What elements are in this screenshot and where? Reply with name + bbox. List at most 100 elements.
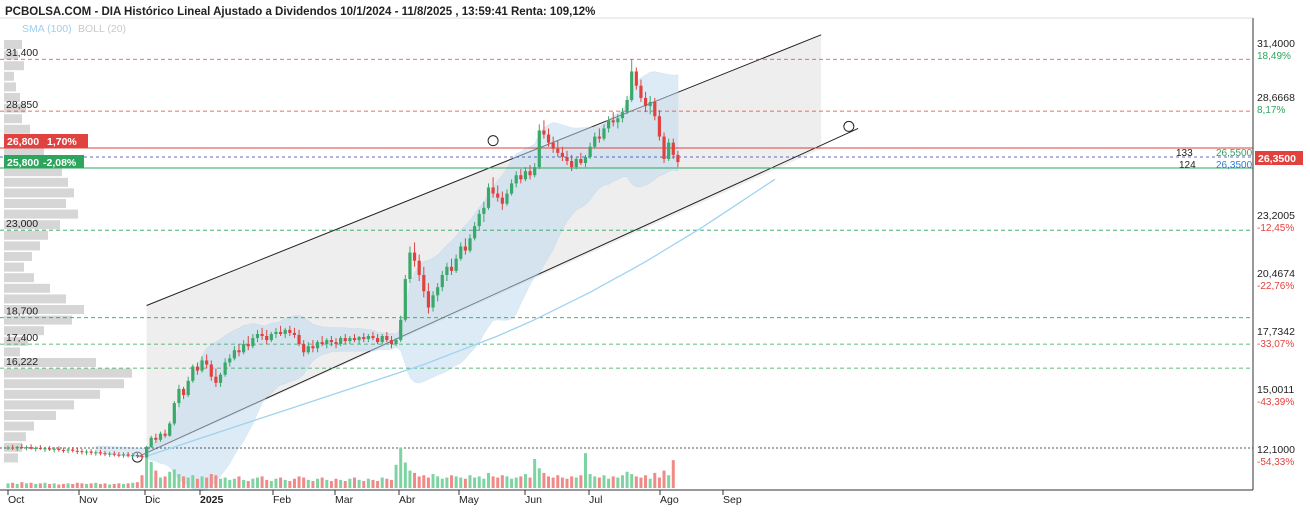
candle-body [560, 152, 564, 157]
vap-bar [4, 400, 74, 410]
right-axis-pct: 18,49% [1257, 51, 1291, 62]
vap-bar [4, 368, 132, 378]
volume-bar [616, 477, 620, 488]
candle-body [283, 329, 287, 334]
volume-bar [357, 479, 361, 488]
candle-body [565, 156, 569, 161]
candle-body [186, 380, 190, 396]
candle-body [607, 120, 611, 129]
x-tick-label: 2025 [200, 494, 224, 506]
volume-bar [588, 474, 592, 488]
last-price-value: 26,3500 [1258, 153, 1296, 165]
candle-body [357, 337, 361, 341]
candle-body [278, 331, 283, 334]
vap-bar [4, 411, 56, 420]
level-label: 23,000 [6, 218, 38, 230]
volume-bar [602, 475, 606, 488]
volume-bar [482, 478, 486, 488]
channel-anchor [843, 120, 855, 132]
volume-bar [426, 477, 430, 488]
volume-bar [505, 476, 509, 488]
candle-body [145, 446, 149, 458]
price-levels: 31,400 28,850 23,000 18,700 17,400 16,222 [0, 47, 1253, 449]
right-axis-label: 31,4000 [1257, 38, 1295, 50]
volume-bar [71, 483, 75, 488]
volume-bar [353, 477, 356, 488]
resistance-tag-pct: 1,70% [47, 136, 77, 148]
candle-body [436, 287, 440, 296]
sma-100-line [146, 178, 776, 457]
candle-body [583, 156, 588, 164]
right-axis-pct: 8,17% [1257, 105, 1285, 116]
volume-bar [34, 483, 38, 488]
candle-body [251, 338, 255, 347]
legend-boll[interactable]: BOLL (20) [78, 23, 126, 35]
candle-body [47, 448, 52, 450]
volume-bar [662, 470, 666, 488]
volume-bar [149, 461, 153, 488]
x-tick-label: Feb [273, 494, 291, 506]
legend-sma[interactable]: SMA (100) [22, 23, 72, 35]
candle-body [653, 101, 657, 117]
volume-bar [57, 484, 61, 488]
volume-bar [445, 477, 449, 488]
volume-bar [288, 481, 292, 488]
candle-body [311, 346, 315, 349]
volume-bar [394, 464, 398, 488]
candle-body [154, 437, 158, 440]
volume-bar [85, 483, 89, 488]
volume-bar [154, 470, 158, 488]
vap-bar [4, 61, 24, 71]
right-axis-pct: -22,76% [1257, 281, 1294, 292]
volume-bar [403, 462, 407, 488]
candle-body [630, 71, 634, 100]
candle-body [34, 447, 38, 449]
candle-body [491, 187, 495, 194]
candle-body [38, 447, 42, 449]
volume-bar [75, 482, 79, 488]
vap-bar [4, 358, 96, 367]
volume-bar [385, 478, 389, 488]
candle-body [80, 451, 84, 453]
candle-body [657, 116, 662, 137]
vap-bar [4, 220, 60, 230]
vap-bar [4, 315, 72, 325]
right-axis-label: 23,2005 [1257, 210, 1295, 222]
volume-bar [191, 475, 195, 488]
candle-body [533, 167, 537, 176]
candle-body [214, 376, 218, 383]
volume-at-price-labels: 133 26,5500 124 26,3500 [1176, 148, 1253, 171]
volume-bar [389, 479, 393, 488]
candle-body [66, 449, 70, 451]
candle-body [408, 252, 412, 280]
x-tick-label: Abr [399, 494, 416, 506]
volume-bar [339, 479, 343, 488]
volume-bar [422, 475, 426, 488]
volume-bar [15, 483, 19, 488]
candle-body [588, 146, 592, 157]
vap-bar [4, 209, 78, 219]
level-label: 28,850 [6, 99, 38, 111]
volume-bar [597, 477, 601, 488]
x-tick-label: Nov [79, 494, 98, 506]
candle-body [546, 134, 551, 143]
vap-bar [4, 283, 50, 293]
volume-bar [620, 475, 624, 488]
volume-bar [459, 477, 463, 488]
candle-body [223, 362, 227, 375]
volume-bar [486, 472, 490, 488]
candle-body [523, 171, 528, 180]
candle-body [343, 338, 347, 342]
volume-bar [556, 475, 560, 488]
candle-body [315, 342, 320, 349]
candle-body [482, 207, 486, 214]
vap-bar [4, 71, 14, 81]
candle-body [339, 338, 343, 345]
volume-bar [38, 483, 42, 488]
candle-body [486, 187, 491, 208]
candle-body [52, 448, 56, 450]
volume-bar [24, 483, 28, 488]
candle-body [611, 120, 615, 123]
candle-body [302, 344, 306, 353]
candle-body [320, 342, 324, 345]
